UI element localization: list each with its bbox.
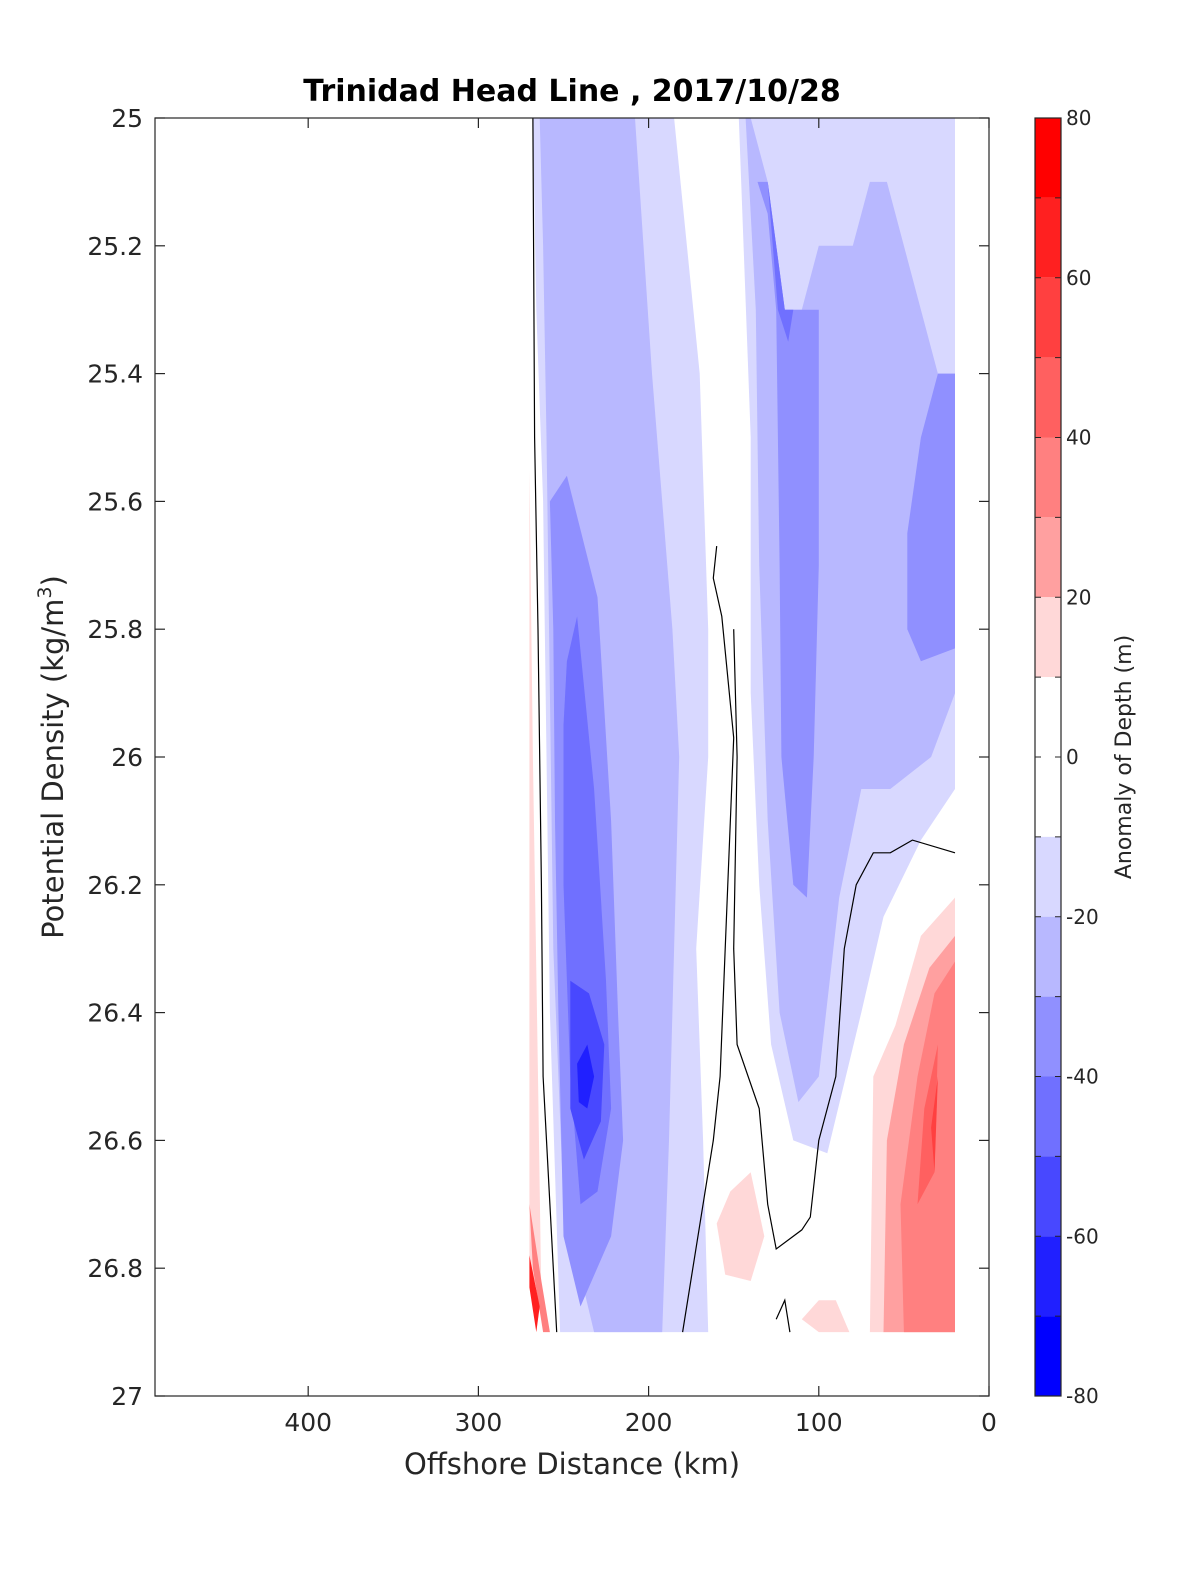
- contour-region-12: [716, 1172, 765, 1281]
- x-tick-label: 400: [284, 1408, 332, 1437]
- colorbar-level-11: [1035, 1076, 1061, 1157]
- tick-marks: [155, 117, 990, 1397]
- y-tick-label: 25.8: [87, 615, 143, 644]
- y-axis-title-main: Potential Density (kg/m: [36, 599, 70, 939]
- zero-contour-line-2: [733, 629, 956, 1251]
- y-axis-tick-labels: 25 25.2 25.4 25.6 25.8 26 26.2 26.4 26.6 26.8 27: [87, 104, 143, 1411]
- contour-region-19: [529, 1255, 540, 1333]
- zero-contour-lines: [532, 117, 956, 1333]
- y-tick-label: 26.8: [87, 1254, 143, 1283]
- colorbar-level-0: [1035, 118, 1061, 198]
- colorbar-level-13: [1035, 1236, 1061, 1317]
- contour-region-10: [767, 181, 794, 342]
- y-axis-title-close: ): [36, 575, 70, 586]
- colorbar-tick-label: -60: [1066, 1224, 1099, 1248]
- contour-region-11: [529, 469, 542, 1301]
- y-tick-label: 25.2: [87, 232, 143, 261]
- colorbar-tick-labels: 80 60 40 20 0 -20 -40 -60 -80: [1066, 106, 1099, 1408]
- y-tick-label: 25.4: [87, 360, 143, 389]
- y-axis-title-superscript: 3: [34, 586, 56, 598]
- y-tick-label: 26.4: [87, 999, 143, 1028]
- zero-contour-line-0: [532, 117, 558, 1333]
- y-tick-label: 25.6: [87, 487, 143, 516]
- y-tick-label: 26: [111, 743, 143, 772]
- colorbar-tick-label: 20: [1066, 585, 1091, 609]
- contour-region-8: [757, 181, 819, 898]
- colorbar-ticks: [1035, 117, 1061, 1397]
- colorbar-level-2: [1035, 277, 1061, 358]
- colorbar-level-3: [1035, 357, 1061, 438]
- x-axis-title: Offshore Distance (km): [404, 1447, 740, 1481]
- contour-region-17: [931, 1076, 938, 1173]
- colorbar-tick-label: -40: [1066, 1065, 1099, 1089]
- colorbar-level-6: [1035, 597, 1061, 678]
- zero-contour-line-3: [775, 1298, 791, 1333]
- plot-area: [154, 117, 990, 1397]
- y-tick-label: 26.2: [87, 871, 143, 900]
- y-axis-title: Potential Density (kg/m3): [34, 575, 70, 939]
- contour-region-9: [907, 373, 955, 662]
- colorbar-level-4: [1035, 437, 1061, 518]
- x-axis-tick-labels: 400 300 200 100 0: [284, 1408, 997, 1437]
- colorbar-level-1: [1035, 197, 1061, 278]
- x-tick-label: 0: [981, 1408, 997, 1437]
- colorbar-tick-label: 40: [1066, 426, 1091, 450]
- colorbar-level-12: [1035, 1156, 1061, 1237]
- colorbar-tick-label: -80: [1066, 1384, 1099, 1408]
- y-tick-label: 25: [111, 104, 143, 133]
- x-tick-label: 200: [625, 1408, 673, 1437]
- contour-region-16: [917, 1044, 938, 1205]
- colorbar-level-8: [1035, 836, 1061, 917]
- colorbar-level-9: [1035, 916, 1061, 997]
- colorbar-tick-label: 60: [1066, 266, 1091, 290]
- contour-region-5: [577, 1044, 595, 1109]
- filled-contours: [529, 118, 955, 1333]
- x-tick-label: 100: [795, 1408, 843, 1437]
- zero-contour-line-1: [682, 546, 735, 1333]
- colorbar: 80 60 40 20 0 -20 -40 -60 -80 Anomaly of Depth (…: [1034, 106, 1137, 1408]
- chart-title: Trinidad Head Line , 2017/10/28: [303, 74, 840, 109]
- colorbar-tick-label: 0: [1066, 745, 1079, 769]
- y-tick-label: 27: [111, 1382, 143, 1411]
- x-tick-label: 300: [455, 1408, 503, 1437]
- colorbar-level-10: [1035, 996, 1061, 1077]
- colorbar-tick-label: -20: [1066, 905, 1099, 929]
- colorbar-swatches: [1035, 118, 1061, 1396]
- colorbar-title: Anomaly of Depth (m): [1112, 635, 1137, 879]
- y-tick-label: 26.6: [87, 1126, 143, 1155]
- colorbar-level-5: [1035, 517, 1061, 598]
- colorbar-level-14: [1035, 1316, 1061, 1396]
- colorbar-tick-label: 80: [1066, 106, 1091, 130]
